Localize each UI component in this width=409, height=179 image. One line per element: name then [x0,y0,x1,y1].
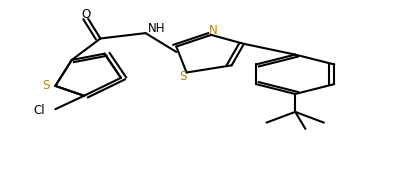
Text: NH: NH [147,22,165,35]
Text: N: N [208,24,217,37]
Text: Cl: Cl [34,105,45,117]
Text: S: S [178,71,186,83]
Text: O: O [81,8,90,21]
Text: S: S [42,79,49,92]
